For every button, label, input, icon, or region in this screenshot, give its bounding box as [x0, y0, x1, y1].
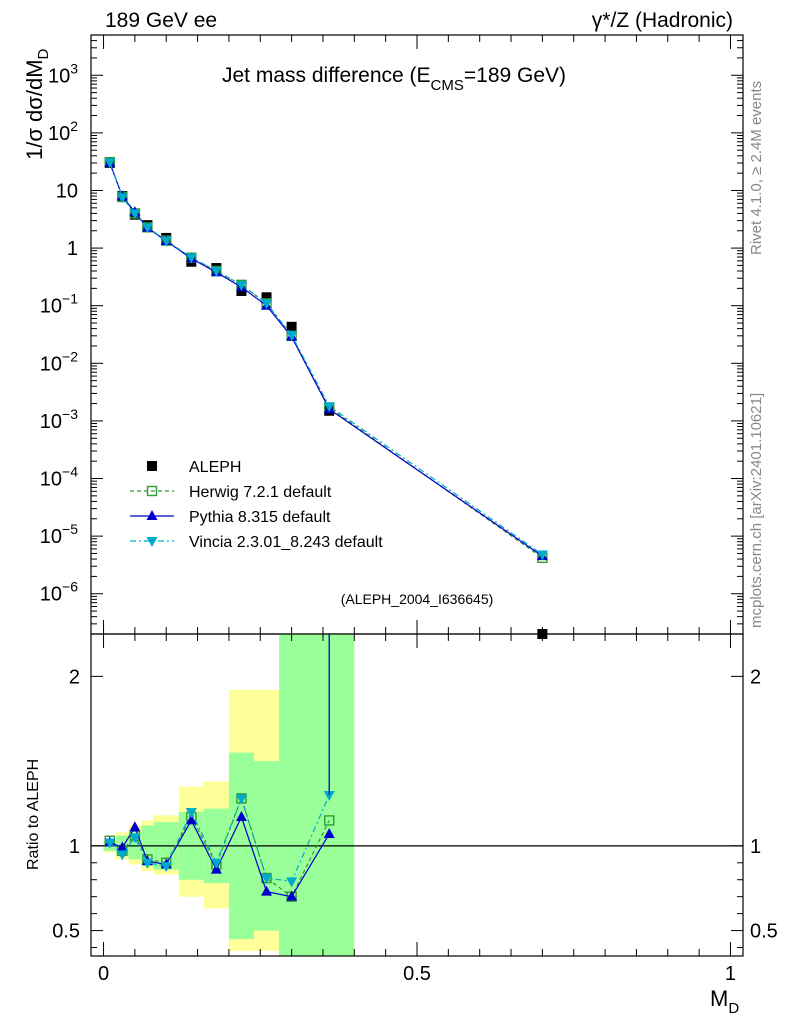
- ratio-series-point: [235, 794, 247, 805]
- ratio-series-point: [323, 827, 335, 838]
- ratio-series-point: [116, 841, 128, 852]
- ratio-series-point: [129, 833, 141, 844]
- ratio-series-point: [324, 815, 335, 826]
- main-y-tick-label: 10−6: [40, 579, 78, 606]
- ratio-series-point: [286, 877, 298, 888]
- ratio-series-point: [185, 807, 197, 818]
- legend-marker: [146, 510, 158, 520]
- main-y-tick-label: 10−4: [40, 464, 78, 491]
- main-y-tick-label: 102: [48, 118, 78, 145]
- ratio-y-tick-label-left: 0.5: [52, 921, 80, 943]
- ratio-series-point: [129, 821, 141, 832]
- ratio-y-tick-label-right: 1: [750, 836, 761, 858]
- main-title: Jet mass difference (ECMS=189 GeV): [222, 64, 566, 94]
- legend-label: Pythia 8.315 default: [189, 509, 331, 526]
- x-axis-label-sub: D: [728, 1000, 739, 1017]
- x-tick-label: 1: [725, 963, 736, 985]
- ratio-y-tick-label-right: 0.5: [750, 921, 778, 943]
- x-axis-label-text: M: [710, 986, 728, 1011]
- main-series-line: [109, 161, 543, 555]
- legend-marker: [146, 537, 158, 547]
- header-right: γ*/Z (Hadronic): [592, 9, 733, 32]
- ratio-series-point: [116, 850, 128, 861]
- main-y-tick-label: 10−1: [40, 291, 78, 318]
- ratio-series-point: [104, 838, 116, 849]
- main-y-tick-label: 10−3: [40, 406, 78, 433]
- ratio-series-point: [160, 862, 172, 873]
- main-y-tick-label: 10−2: [40, 348, 78, 375]
- main-y-label: 1/σ dσ/dMD: [22, 48, 52, 160]
- ratio-band-inner: [279, 634, 305, 956]
- ratio-series-point: [185, 814, 197, 825]
- ratio-y-tick-label-right: 2: [750, 666, 761, 688]
- x-tick-label: 0: [98, 963, 109, 985]
- main-series-point: [261, 292, 272, 303]
- legend-marker: [147, 461, 157, 471]
- x-axis-label: MD: [710, 986, 739, 1017]
- x-tick-label: 0.5: [403, 963, 431, 985]
- main-series-point: [536, 550, 548, 561]
- side-label-top: Rivet 4.1.0, ≥ 2.4M events: [748, 81, 765, 255]
- main-series-point: [104, 158, 116, 169]
- ratio-series-point: [141, 858, 153, 869]
- main-title-sub: CMS: [431, 77, 464, 94]
- ratio-series-point: [323, 791, 335, 801]
- main-y-tick-label: 1: [67, 238, 78, 260]
- main-series-point: [129, 209, 141, 220]
- main-y-tick-label: 103: [48, 60, 78, 87]
- main-series-point: [261, 299, 273, 310]
- main-series-point: [185, 253, 197, 264]
- main-title-end: =189 GeV): [464, 64, 566, 87]
- main-series-point: [323, 402, 335, 413]
- header-left: 189 GeV ee: [105, 9, 217, 32]
- main-y-label-text: 1/σ dσ/dM: [22, 59, 47, 160]
- main-series-point: [116, 193, 128, 204]
- main-series-point: [160, 236, 172, 247]
- ratio-y-label: Ratio to ALEPH: [25, 759, 42, 870]
- ratio-y-tick-label-left: 2: [69, 666, 80, 688]
- main-series-point: [210, 267, 222, 278]
- main-series-point: [235, 280, 247, 291]
- ratio-y-tick-label-left: 1: [69, 836, 80, 858]
- ratio-series-point: [261, 885, 273, 896]
- main-y-tick-label: 10: [56, 180, 78, 202]
- ratio-series-point: [235, 811, 247, 822]
- side-label-bottom: mcplots.cern.ch [arXiv:2401.10621]: [748, 393, 765, 628]
- main-y-tick-label: 10−5: [40, 521, 78, 548]
- legend-marker: [146, 485, 158, 497]
- main-series-point: [286, 330, 298, 341]
- main-series-point: [286, 321, 297, 332]
- main-series-point: [141, 223, 153, 234]
- main-title-text: Jet mass difference (E: [222, 64, 431, 87]
- analysis-watermark: (ALEPH_2004_I636645): [341, 591, 494, 607]
- ratio-series-point: [261, 874, 273, 885]
- legend-label: Herwig 7.2.1 default: [189, 484, 332, 501]
- legend-label: Vincia 2.3.01_8.243 default: [189, 534, 383, 551]
- ratio-series-point: [210, 858, 222, 869]
- main-y-label-sub: D: [35, 48, 52, 59]
- ratio-series-point: [286, 890, 298, 901]
- legend-label: ALEPH: [189, 459, 241, 476]
